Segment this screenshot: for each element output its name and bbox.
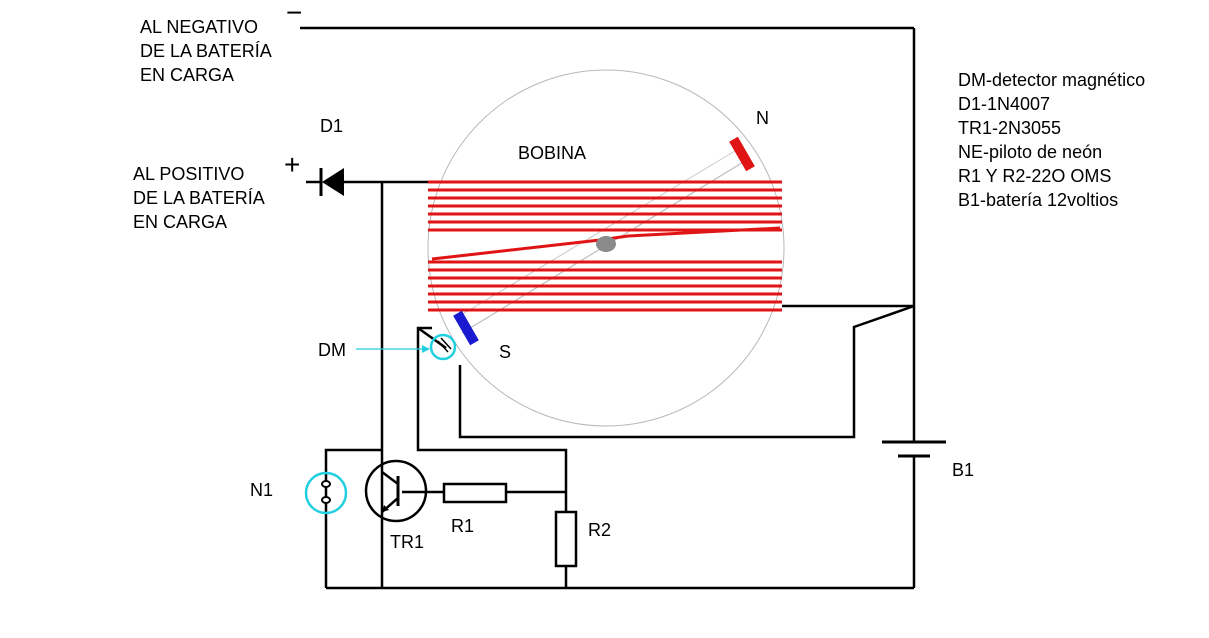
rotor-circle [427,69,785,427]
dm-pointer-arrow [356,345,430,353]
n1-label: N1 [250,480,273,500]
north-magnet [729,136,755,172]
legend-line-3: TR1-2N3055 [958,118,1061,138]
r1-label: R1 [451,516,474,536]
transistor-tr1 [364,459,428,523]
negative-label-line-3: EN CARGA [140,65,234,85]
coil-lead [431,226,781,261]
positive-label-line-3: EN CARGA [133,212,227,232]
legend-line-4: NE-piloto de neón [958,142,1102,162]
negative-label-line-1: AL NEGATIVO [140,17,258,37]
resistor-r2 [554,510,578,568]
rotor-pivot [596,236,616,252]
dm-label: DM [318,340,346,360]
coil-lower-winding [428,260,782,312]
resistor-r1 [442,482,508,504]
tr1-label: TR1 [390,532,424,552]
battery-b1 [882,440,946,458]
neon-lamp-n1 [304,471,348,515]
south-magnet [453,310,479,346]
south-label: S [499,342,511,362]
positive-label-line-1: AL POSITIVO [133,164,244,184]
legend-line-6: B1-batería 12voltios [958,190,1118,210]
plus-sign: + [284,149,300,180]
r2-label: R2 [588,520,611,540]
coil-upper-winding [428,180,782,232]
b1-label: B1 [952,460,974,480]
legend-line-2: D1-1N4007 [958,94,1050,114]
diode-d1 [319,168,344,196]
legend-line-5: R1 Y R2-22O OMS [958,166,1111,186]
wires [300,26,916,590]
north-label: N [756,108,769,128]
bobina-label: BOBINA [518,143,586,163]
magnetic-detector-dm [429,333,457,361]
d1-label: D1 [320,116,343,136]
minus-sign: − [286,0,302,28]
positive-label-line-2: DE LA BATERÍA [133,188,265,208]
rotor-arm-edge [455,147,741,319]
legend-line-1: DM-detector magnético [958,70,1145,90]
component-legend: DM-detector magnético D1-1N4007 TR1-2N30… [958,70,1145,210]
negative-label-line-2: DE LA BATERÍA [140,41,272,61]
